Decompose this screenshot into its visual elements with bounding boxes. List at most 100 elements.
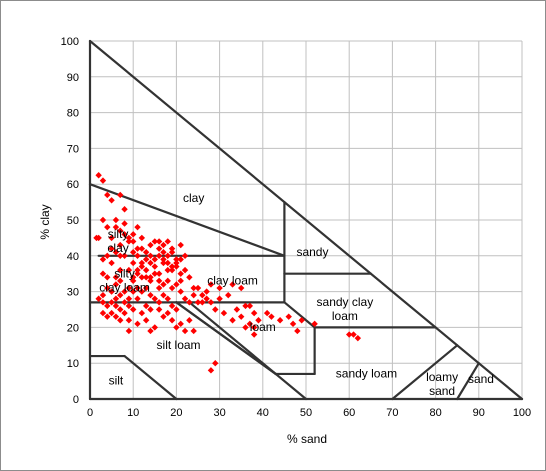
- data-point: [108, 309, 115, 317]
- data-point: [155, 245, 163, 252]
- data-point: [155, 284, 163, 292]
- data-point: [104, 313, 111, 320]
- data-point: [220, 309, 228, 317]
- y-tick-label: 0: [73, 394, 79, 406]
- data-point: [138, 288, 146, 295]
- data-point: [190, 327, 197, 335]
- texture-class-label: sandy clay loam: [317, 295, 374, 323]
- data-point: [181, 327, 189, 335]
- data-points: [93, 172, 362, 374]
- data-point: [134, 284, 141, 292]
- data-point: [142, 317, 150, 324]
- data-point: [177, 320, 184, 328]
- texture-class-label: silt loam: [157, 338, 201, 352]
- data-point: [134, 320, 141, 328]
- data-point: [255, 317, 262, 324]
- data-point: [142, 284, 150, 292]
- data-point: [173, 306, 180, 313]
- data-point: [104, 274, 111, 281]
- data-point: [212, 306, 219, 313]
- data-point: [199, 299, 206, 306]
- data-point: [147, 277, 154, 285]
- data-point: [207, 281, 215, 288]
- data-point: [147, 327, 154, 335]
- data-point: [181, 252, 189, 259]
- data-point: [134, 295, 141, 302]
- data-point: [117, 306, 124, 313]
- data-point: [104, 252, 111, 259]
- y-tick-label: 70: [67, 143, 79, 155]
- data-point: [108, 299, 115, 306]
- x-tick-label: 10: [127, 407, 139, 419]
- data-point: [160, 313, 167, 320]
- x-tick-labels: 0 10 20 30 40 50 60 70 80 90 100: [87, 407, 531, 419]
- data-point: [104, 302, 111, 310]
- data-point: [151, 263, 158, 270]
- data-point: [125, 266, 133, 274]
- texture-class-label: clay: [183, 191, 204, 205]
- data-point: [164, 238, 171, 245]
- data-point: [168, 249, 176, 256]
- data-point: [99, 177, 107, 184]
- data-point: [155, 306, 163, 313]
- texture-class-label: silt: [109, 374, 124, 388]
- data-point: [164, 252, 171, 259]
- texture-class-label: loamy sand: [426, 370, 458, 398]
- data-point: [173, 256, 180, 263]
- data-point: [194, 284, 202, 292]
- data-point: [147, 241, 154, 249]
- data-point: [268, 313, 275, 320]
- data-point: [164, 266, 171, 274]
- data-point: [242, 302, 249, 310]
- data-point: [142, 274, 150, 281]
- data-point: [147, 291, 154, 299]
- data-point: [108, 288, 115, 295]
- data-point: [130, 274, 137, 281]
- texture-class-label: loam: [250, 320, 276, 334]
- data-point: [194, 299, 202, 306]
- texture-class-label: sandy loam: [336, 367, 397, 381]
- y-tick-label: 40: [67, 251, 79, 263]
- data-point: [186, 299, 193, 306]
- data-point: [138, 234, 146, 242]
- texture-class-label: silty clay loam: [99, 266, 150, 294]
- data-point: [250, 309, 258, 317]
- x-tick-label: 80: [429, 407, 441, 419]
- data-point: [246, 302, 254, 310]
- class-boundary: [175, 301, 277, 376]
- data-point: [112, 302, 120, 310]
- data-point: [138, 259, 146, 267]
- data-point: [130, 249, 137, 256]
- data-point: [147, 274, 154, 281]
- data-point: [181, 295, 189, 302]
- data-point: [130, 238, 137, 245]
- data-point: [134, 223, 141, 231]
- data-point: [112, 281, 120, 288]
- data-point: [99, 270, 107, 277]
- class-boundary: [456, 362, 480, 401]
- x-tick-label: 90: [473, 407, 485, 419]
- data-point: [125, 295, 133, 302]
- data-point: [212, 360, 219, 367]
- data-point: [134, 252, 141, 259]
- data-point: [177, 256, 184, 263]
- data-point: [199, 291, 206, 299]
- y-tick-labels: 0 10 20 30 40 50 60 70 80 90 100: [61, 36, 79, 406]
- y-tick-label: 30: [67, 287, 79, 299]
- data-point: [108, 234, 115, 242]
- data-point: [125, 327, 133, 335]
- data-point: [138, 263, 146, 270]
- y-tick-label: 50: [67, 215, 79, 227]
- data-point: [238, 284, 245, 292]
- data-point: [99, 291, 107, 299]
- data-point: [151, 270, 158, 277]
- data-point: [350, 331, 357, 338]
- data-point: [164, 259, 171, 267]
- data-point: [168, 245, 176, 252]
- data-point: [130, 259, 137, 267]
- data-point: [155, 270, 163, 277]
- data-point: [173, 324, 180, 331]
- data-point: [117, 191, 124, 199]
- data-point: [117, 241, 124, 249]
- data-point: [151, 324, 158, 331]
